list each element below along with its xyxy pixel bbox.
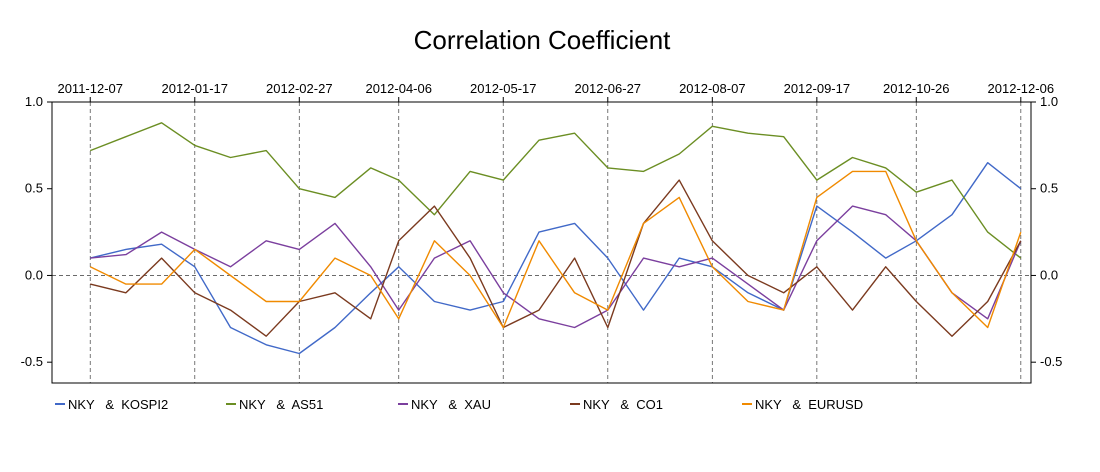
- y-tick-label-right: 0.0: [1040, 267, 1058, 282]
- y-tick-label-left: -0.5: [21, 354, 43, 369]
- x-tick-label: 2012-12-06: [988, 81, 1055, 96]
- series-line-1: [89, 122, 1022, 259]
- x-tick-label: 2011-12-07: [57, 81, 123, 96]
- grid-layer: [52, 102, 1031, 383]
- series-line-0: [90, 161, 1022, 355]
- legend-label-1: NKY & AS51: [239, 397, 323, 412]
- legend: NKY & KOSPI2 NKY & AS51 NKY & XAU NKY & CO1…: [55, 397, 863, 412]
- legend-label-2: NKY & XAU: [411, 397, 491, 412]
- y-tick-label-right: 0.5: [1040, 181, 1058, 196]
- axes-layer: 2011-12-07 2012-01-17 2012-02-27 2012-04-06…: [21, 81, 1063, 369]
- y-tick-label-left: 0.5: [25, 181, 43, 196]
- x-tick-label: 2012-08-07: [679, 81, 746, 96]
- chart-title: Correlation Coefficient: [414, 25, 672, 55]
- plot-frame: [51, 101, 1032, 384]
- y-tick-label-right: 1.0: [1040, 94, 1058, 109]
- series-line-4: [89, 170, 1022, 329]
- x-tick-label: 2012-05-17: [470, 81, 537, 96]
- x-tick-label: 2012-06-27: [575, 81, 642, 96]
- x-tick-label: 2012-10-26: [883, 81, 950, 96]
- y-tick-label-right: -0.5: [1040, 354, 1062, 369]
- y-tick-label-left: 0.0: [25, 267, 43, 282]
- series-layer: [89, 122, 1022, 355]
- y-tick-label-left: 1.0: [25, 94, 43, 109]
- legend-label-4: NKY & EURUSD: [755, 397, 863, 412]
- x-tick-label: 2012-02-27: [266, 81, 333, 96]
- legend-label-0: NKY & KOSPI2: [68, 397, 168, 412]
- x-tick-label: 2012-04-06: [365, 81, 432, 96]
- legend-label-3: NKY & CO1: [583, 397, 663, 412]
- series-line-2: [90, 205, 1022, 329]
- series-line-3: [90, 179, 1022, 337]
- x-tick-label: 2012-01-17: [162, 81, 229, 96]
- x-tick-label: 2012-09-17: [784, 81, 851, 96]
